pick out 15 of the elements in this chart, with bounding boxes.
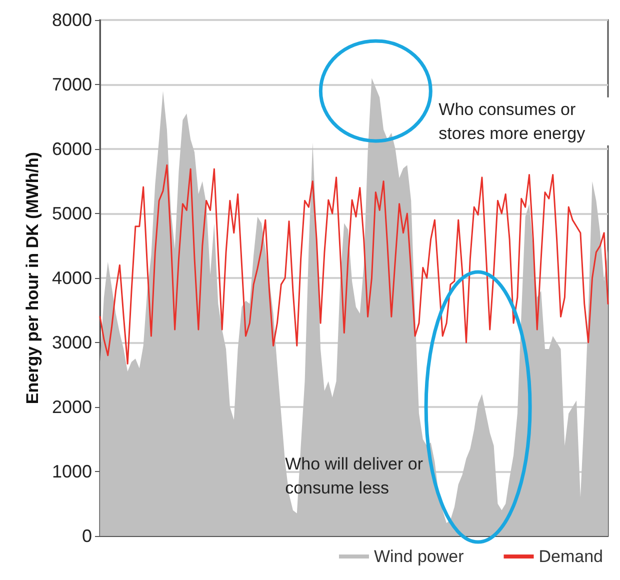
y-axis-title: Energy per hour in DK (MWh/h) [23,152,42,404]
y-tick-label: 2000 [52,397,92,417]
y-tick-label: 4000 [52,268,92,288]
y-tick-label: 6000 [52,139,92,159]
annotation: Who consumes or stores more energy [438,100,586,143]
line-series [99,164,609,365]
y-tick-label: 5000 [52,204,92,224]
y-tick-label: 3000 [52,332,92,352]
legend-label: Wind power [374,547,464,566]
y-tick-label: 1000 [52,462,92,482]
y-tick-label: 7000 [52,74,92,94]
annotation: Who will deliver or consume less [285,454,428,498]
legend-label: Demand [538,547,604,566]
y-tick-label: 8000 [52,10,92,30]
y-tick-label: 0 [82,526,92,546]
